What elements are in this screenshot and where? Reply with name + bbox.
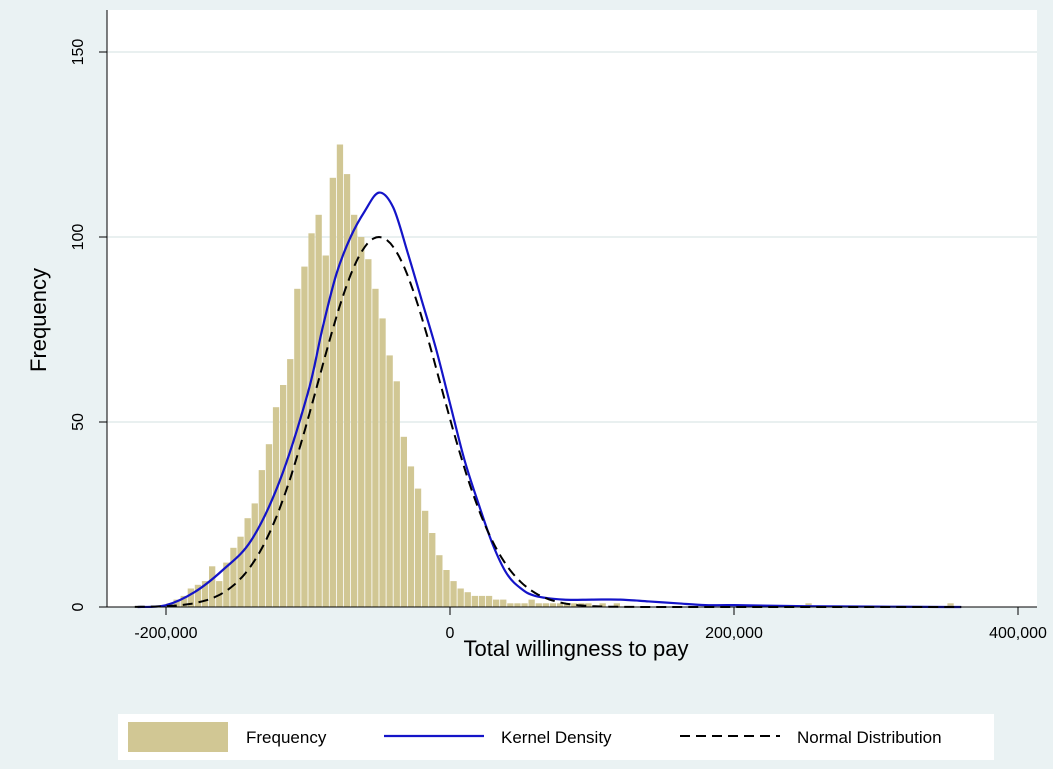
histogram-bar [365, 259, 372, 607]
histogram-bar [478, 595, 486, 607]
histogram-bar [613, 603, 620, 607]
histogram-bar [528, 599, 535, 607]
histogram-bar [422, 510, 429, 607]
histogram-bar [514, 603, 521, 607]
legend-label-kernel-density: Kernel Density [501, 728, 612, 747]
x-tick-label: 400,000 [989, 625, 1047, 642]
histogram-bar [414, 488, 422, 607]
histogram-bar [507, 603, 514, 607]
histogram-bar [372, 288, 379, 607]
histogram-bar [500, 599, 507, 607]
histogram-bar [294, 288, 301, 607]
histogram-bar [521, 603, 528, 607]
histogram-bars [166, 144, 954, 608]
grid-lines [107, 51, 1037, 423]
histogram-bar [209, 566, 216, 607]
histogram-bar [308, 233, 315, 608]
histogram-bar [237, 536, 244, 607]
histogram-bar [173, 599, 180, 607]
histogram-bar [343, 174, 351, 607]
histogram-bar [471, 595, 478, 607]
histogram-bar [280, 385, 287, 607]
histogram-bar [436, 555, 443, 607]
histogram-bar [571, 603, 578, 607]
histogram-bar [450, 581, 457, 607]
y-tick-label: 100 [70, 224, 87, 251]
histogram-bar [542, 603, 549, 607]
histogram-bar [947, 603, 954, 607]
histogram-bar [287, 359, 294, 607]
histogram-bar [201, 581, 209, 607]
x-tick-label: 0 [446, 625, 455, 642]
kernel-density-line [137, 191, 962, 609]
histogram-bar [251, 503, 258, 607]
legend-label-normal-distribution: Normal Distribution [797, 728, 942, 747]
histogram-bar [351, 214, 358, 608]
histogram-bar [180, 595, 187, 607]
histogram-bar [556, 603, 564, 607]
histogram-bar [230, 547, 237, 607]
histogram-bar [194, 584, 202, 607]
histogram-bar [315, 214, 322, 608]
histogram-bar [400, 436, 407, 607]
histogram-bar [223, 562, 230, 607]
legend-box [118, 714, 994, 760]
histogram-bar [443, 570, 450, 607]
histogram-bar [585, 603, 592, 607]
plot-area [107, 10, 1037, 607]
histogram-bar [564, 603, 571, 607]
histogram-bar [272, 407, 280, 607]
histogram-bar [244, 518, 251, 607]
x-axis-title: Total willingness to pay [463, 636, 688, 661]
histogram-bar [464, 592, 471, 607]
histogram-bar [429, 533, 436, 607]
histogram-bar [386, 355, 393, 607]
histogram-bar [336, 144, 344, 607]
histogram-bar [329, 177, 336, 608]
x-tick-label: 200,000 [705, 625, 763, 642]
histogram-bar [265, 444, 273, 607]
histogram-bar [258, 470, 265, 607]
histogram-bar [358, 237, 365, 607]
histogram-bar [379, 318, 386, 607]
y-axis-title: Frequency [26, 268, 51, 372]
axes: 0 50 100 150 -200,000 0 200,000 400,000 [70, 10, 1047, 642]
histogram-bar [187, 588, 194, 607]
histogram-bar [535, 603, 542, 607]
histogram-bar [599, 603, 606, 607]
y-tick-label: 50 [70, 413, 87, 431]
y-tick-label: 0 [70, 602, 87, 611]
histogram-bar [407, 466, 415, 607]
histogram-bar [485, 595, 493, 607]
histogram-bar [805, 603, 812, 607]
histogram-bar [322, 255, 329, 607]
legend-label-frequency: Frequency [246, 728, 327, 747]
y-tick-label: 150 [70, 39, 87, 66]
histogram-bar [493, 599, 500, 607]
histogram-bar [457, 588, 464, 607]
histogram-bar [393, 381, 400, 607]
histogram-bar [301, 266, 308, 607]
histogram-bar [549, 603, 557, 607]
legend-swatch-frequency [128, 722, 228, 752]
x-tick-label: -200,000 [134, 625, 197, 642]
legend: Frequency Kernel Density Normal Distribu… [118, 714, 994, 760]
